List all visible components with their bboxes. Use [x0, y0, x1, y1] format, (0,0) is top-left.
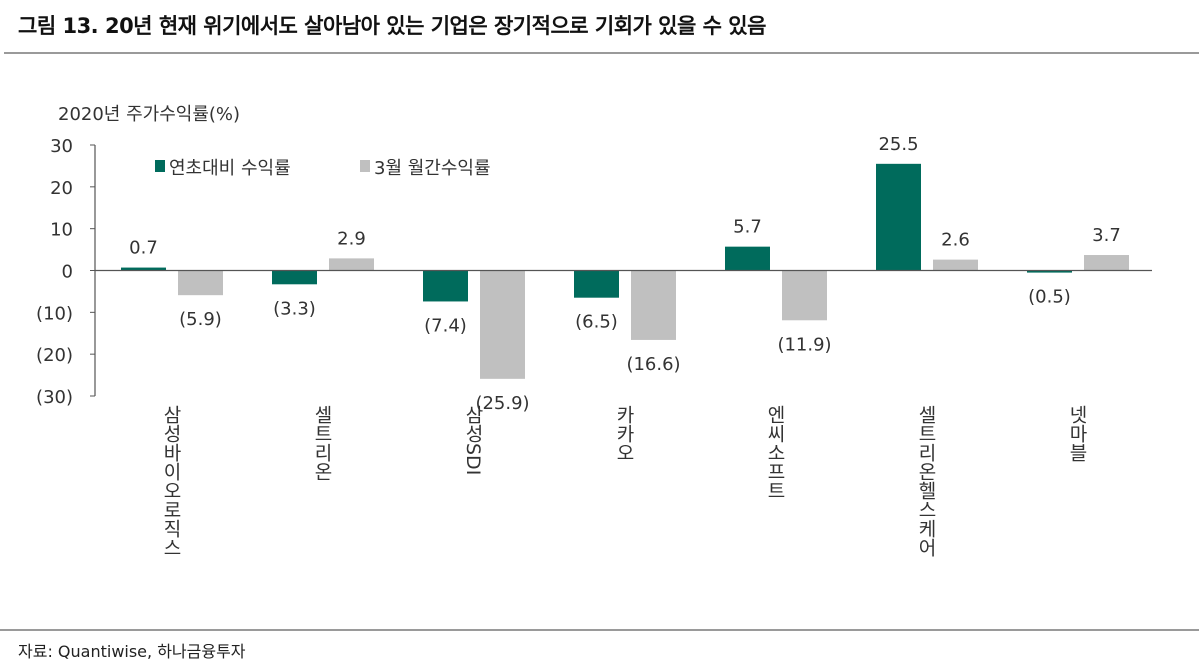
- data-label: (0.5): [1028, 287, 1071, 308]
- data-label: (5.9): [179, 309, 222, 330]
- bar-ytd: [876, 163, 921, 271]
- legend-label: 연초대비 수익률: [169, 158, 291, 179]
- bar-march: [933, 259, 978, 271]
- bar-ytd: [272, 270, 317, 285]
- data-label: 0.7: [129, 238, 158, 259]
- bar-ytd: [574, 270, 619, 298]
- y-tick-label: 30: [50, 136, 73, 157]
- data-label: (3.3): [273, 298, 316, 319]
- y-tick-label: 10: [50, 220, 73, 241]
- source-note: 자료: Quantiwise, 하나금융투자: [18, 642, 246, 661]
- y-tick-label: (20): [36, 345, 73, 366]
- legend-label: 3월 월간수익률: [374, 158, 491, 179]
- data-label: 3.7: [1092, 225, 1121, 246]
- title-divider: [4, 52, 1199, 54]
- y-tick-label: (10): [36, 303, 73, 324]
- category-label: 삼성바이오로직스: [160, 405, 182, 557]
- data-label: 2.6: [941, 230, 970, 251]
- data-label: (25.9): [475, 393, 529, 414]
- data-label: 25.5: [878, 134, 918, 155]
- bar-march: [480, 270, 525, 379]
- data-label: (6.5): [575, 312, 618, 333]
- data-label: (11.9): [777, 334, 831, 355]
- legend-swatch: [155, 160, 165, 172]
- bar-march: [1084, 255, 1129, 271]
- bar-march: [329, 258, 374, 271]
- legend-swatch: [360, 160, 370, 172]
- category-label: 삼성SDI: [462, 405, 484, 476]
- bar-march: [631, 270, 676, 340]
- category-label: 셀트리온: [311, 405, 333, 481]
- data-label: (16.6): [626, 354, 680, 375]
- category-label: 엔씨소프트: [764, 405, 786, 500]
- figure-title: 그림 13. 20년 현재 위기에서도 살아남아 있는 기업은 장기적으로 기회…: [18, 14, 766, 38]
- bar-ytd: [1027, 270, 1072, 273]
- bar-ytd: [423, 270, 468, 302]
- category-label: 넷마블: [1066, 405, 1088, 462]
- y-tick-label: 0: [62, 262, 73, 283]
- data-label: (7.4): [424, 315, 467, 336]
- data-label: 5.7: [733, 217, 762, 238]
- y-axis-title: 2020년 주가수익률(%): [58, 104, 240, 125]
- y-tick-label: (30): [36, 387, 73, 408]
- bar-march: [782, 270, 827, 321]
- category-label: 카카오: [613, 405, 635, 462]
- bar-ytd: [725, 246, 770, 271]
- bar-ytd: [121, 267, 166, 271]
- footer-divider: [0, 629, 1199, 631]
- bar-march: [178, 270, 223, 296]
- category-label: 셀트리온헬스케어: [915, 405, 937, 557]
- y-tick-label: 20: [50, 178, 73, 199]
- data-label: 2.9: [337, 228, 366, 249]
